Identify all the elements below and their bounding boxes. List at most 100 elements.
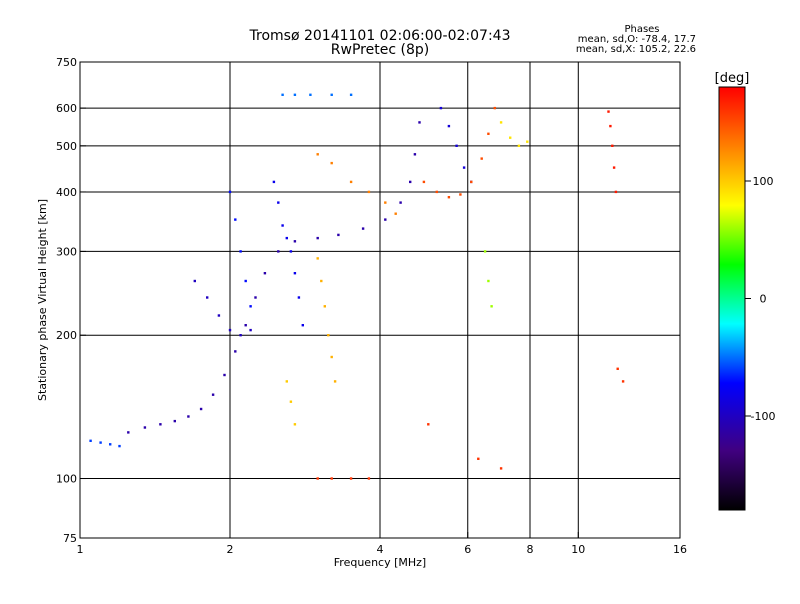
data-point	[367, 190, 371, 194]
data-point	[384, 218, 387, 221]
data-point	[480, 157, 483, 160]
data-point	[418, 121, 421, 124]
data-point	[272, 180, 276, 184]
data-point	[459, 193, 462, 196]
data-point	[349, 477, 353, 480]
data-point	[490, 305, 493, 308]
data-point	[330, 93, 333, 96]
data-point	[316, 477, 319, 480]
data-point	[293, 423, 297, 426]
data-point	[384, 201, 387, 204]
data-point	[263, 272, 267, 275]
y-tick-label: 600	[56, 102, 77, 115]
data-point	[439, 106, 443, 110]
data-point	[239, 250, 242, 253]
data-point	[289, 250, 293, 253]
data-point	[281, 93, 284, 96]
y-axis-ticks: 75 100 200 300 400 500 600 750	[56, 56, 86, 545]
data-point	[394, 212, 397, 215]
x-tick-label: 16	[673, 543, 687, 556]
data-point	[143, 426, 147, 429]
x-tick-label: 2	[227, 543, 234, 556]
data-point	[309, 93, 312, 96]
data-point	[193, 279, 196, 283]
grid-lines	[80, 62, 680, 538]
data-point	[285, 236, 288, 240]
data-point	[333, 380, 337, 383]
data-point	[327, 334, 330, 337]
x-axis-ticks: 1 2 4 6 8 10 16	[77, 532, 687, 556]
data-point	[234, 350, 237, 353]
data-point	[118, 444, 121, 448]
data-point	[293, 93, 297, 96]
data-point	[499, 467, 503, 470]
y-tick-label: 750	[56, 56, 77, 69]
data-point	[422, 180, 426, 184]
y-tick-label: 400	[56, 186, 77, 199]
stats-heading: Phases	[624, 24, 659, 35]
y-tick-label: 200	[56, 329, 77, 342]
data-point	[289, 400, 293, 403]
colorbar-ticks: 100 0 -100	[745, 175, 775, 423]
data-point	[614, 190, 618, 194]
data-point	[367, 477, 371, 480]
data-point	[199, 407, 203, 411]
data-point	[249, 328, 252, 332]
data-point	[470, 180, 473, 184]
data-point	[462, 166, 466, 169]
x-tick-label: 8	[527, 543, 534, 556]
data-point	[277, 250, 280, 253]
data-point	[435, 190, 438, 194]
colorbar-unit-label: [deg]	[715, 71, 750, 86]
x-tick-label: 4	[377, 543, 384, 556]
data-point	[330, 161, 333, 165]
y-tick-label: 500	[56, 140, 77, 153]
data-point	[409, 180, 412, 184]
data-point	[509, 136, 512, 139]
x-tick-label: 6	[464, 543, 471, 556]
data-point	[244, 324, 247, 327]
data-point	[297, 296, 301, 299]
data-point	[239, 334, 242, 337]
data-point	[99, 441, 102, 444]
data-point	[217, 314, 221, 317]
stats-o-line: mean, sd,O: -78.4, 17.7	[578, 34, 696, 45]
stats-x-line: mean, sd,X: 105.2, 22.6	[576, 44, 696, 55]
data-point	[323, 305, 326, 308]
data-point	[228, 190, 232, 194]
data-point	[320, 279, 323, 283]
data-point	[234, 218, 237, 221]
colorbar-tick-label: 0	[760, 293, 767, 306]
data-point	[349, 180, 353, 184]
data-point	[187, 415, 190, 418]
data-point	[109, 443, 112, 446]
data-point	[173, 419, 176, 423]
data-point	[206, 296, 209, 299]
data-point	[517, 144, 521, 147]
data-point	[427, 423, 430, 426]
data-point	[483, 250, 487, 253]
data-point	[293, 272, 297, 275]
data-point	[316, 257, 319, 260]
data-point	[249, 305, 252, 308]
y-tick-label: 300	[56, 245, 77, 258]
data-point	[293, 240, 297, 243]
x-tick-label: 1	[77, 543, 84, 556]
colorbar-tick-label: -100	[751, 410, 776, 423]
data-point	[277, 201, 280, 204]
data-point	[127, 431, 130, 434]
data-point	[487, 132, 490, 135]
data-point	[316, 153, 319, 156]
data-point	[413, 153, 417, 156]
data-point	[447, 196, 451, 199]
data-point	[361, 227, 365, 230]
data-point	[611, 144, 614, 147]
data-point	[89, 439, 92, 442]
data-point	[477, 457, 480, 460]
colorbar	[718, 86, 746, 511]
data-point	[616, 367, 619, 370]
y-tick-label: 100	[56, 473, 77, 486]
data-point	[337, 233, 340, 237]
data-point	[493, 106, 496, 110]
